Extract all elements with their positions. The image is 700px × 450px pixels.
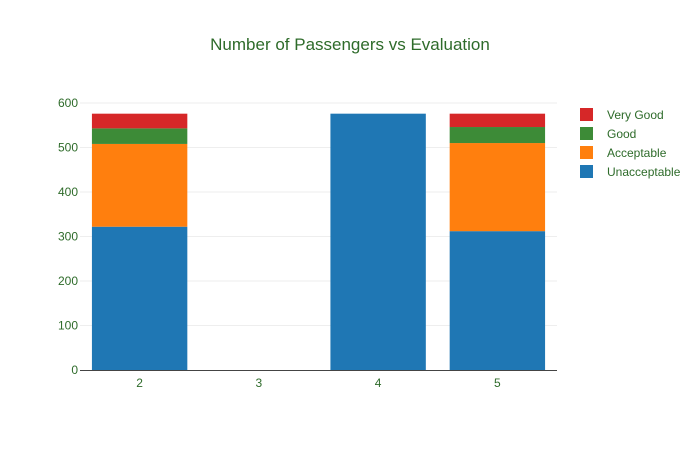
legend-item-very-good[interactable]: Very Good [580,108,664,122]
legend-label: Unacceptable [607,165,681,179]
y-tick-label: 600 [58,96,78,110]
legend-swatch [580,127,593,140]
bar-segment-very-good-5[interactable] [449,113,546,128]
legend-item-unacceptable[interactable]: Unacceptable [580,165,681,179]
bar-segment-unacceptable-5[interactable] [449,231,546,370]
bar-segment-good-2[interactable] [91,128,188,144]
bar-segment-acceptable-2[interactable] [91,143,188,227]
legend-swatch [580,146,593,159]
legend[interactable]: Very Good Good Acceptable Unacceptable [580,108,681,179]
x-tick-label: 3 [256,376,263,390]
x-tick-label: 4 [375,376,382,390]
legend-label: Good [607,127,636,141]
bar-segment-unacceptable-2[interactable] [91,226,188,370]
bar-segment-unacceptable-4[interactable] [330,113,426,371]
x-tick-label: 2 [136,376,143,390]
legend-item-good[interactable]: Good [580,127,636,141]
legend-label: Very Good [607,108,664,122]
legend-label: Acceptable [607,146,667,160]
chart-title: Number of Passengers vs Evaluation [210,35,490,54]
bars [91,113,546,371]
y-tick-label: 100 [58,319,78,333]
legend-item-acceptable[interactable]: Acceptable [580,146,667,160]
y-tick-label: 0 [71,363,78,377]
y-tick-label: 500 [58,141,78,155]
y-tick-label: 400 [58,185,78,199]
y-tick-label: 200 [58,274,78,288]
legend-swatch [580,108,593,121]
bar-segment-acceptable-5[interactable] [449,143,546,232]
y-tick-label: 300 [58,230,78,244]
x-tick-label: 5 [494,376,501,390]
legend-swatch [580,165,593,178]
bar-segment-good-5[interactable] [449,127,546,144]
axes: 0 100 200 300 400 500 600 2 3 4 5 [58,96,557,390]
bar-segment-very-good-2[interactable] [91,113,188,129]
